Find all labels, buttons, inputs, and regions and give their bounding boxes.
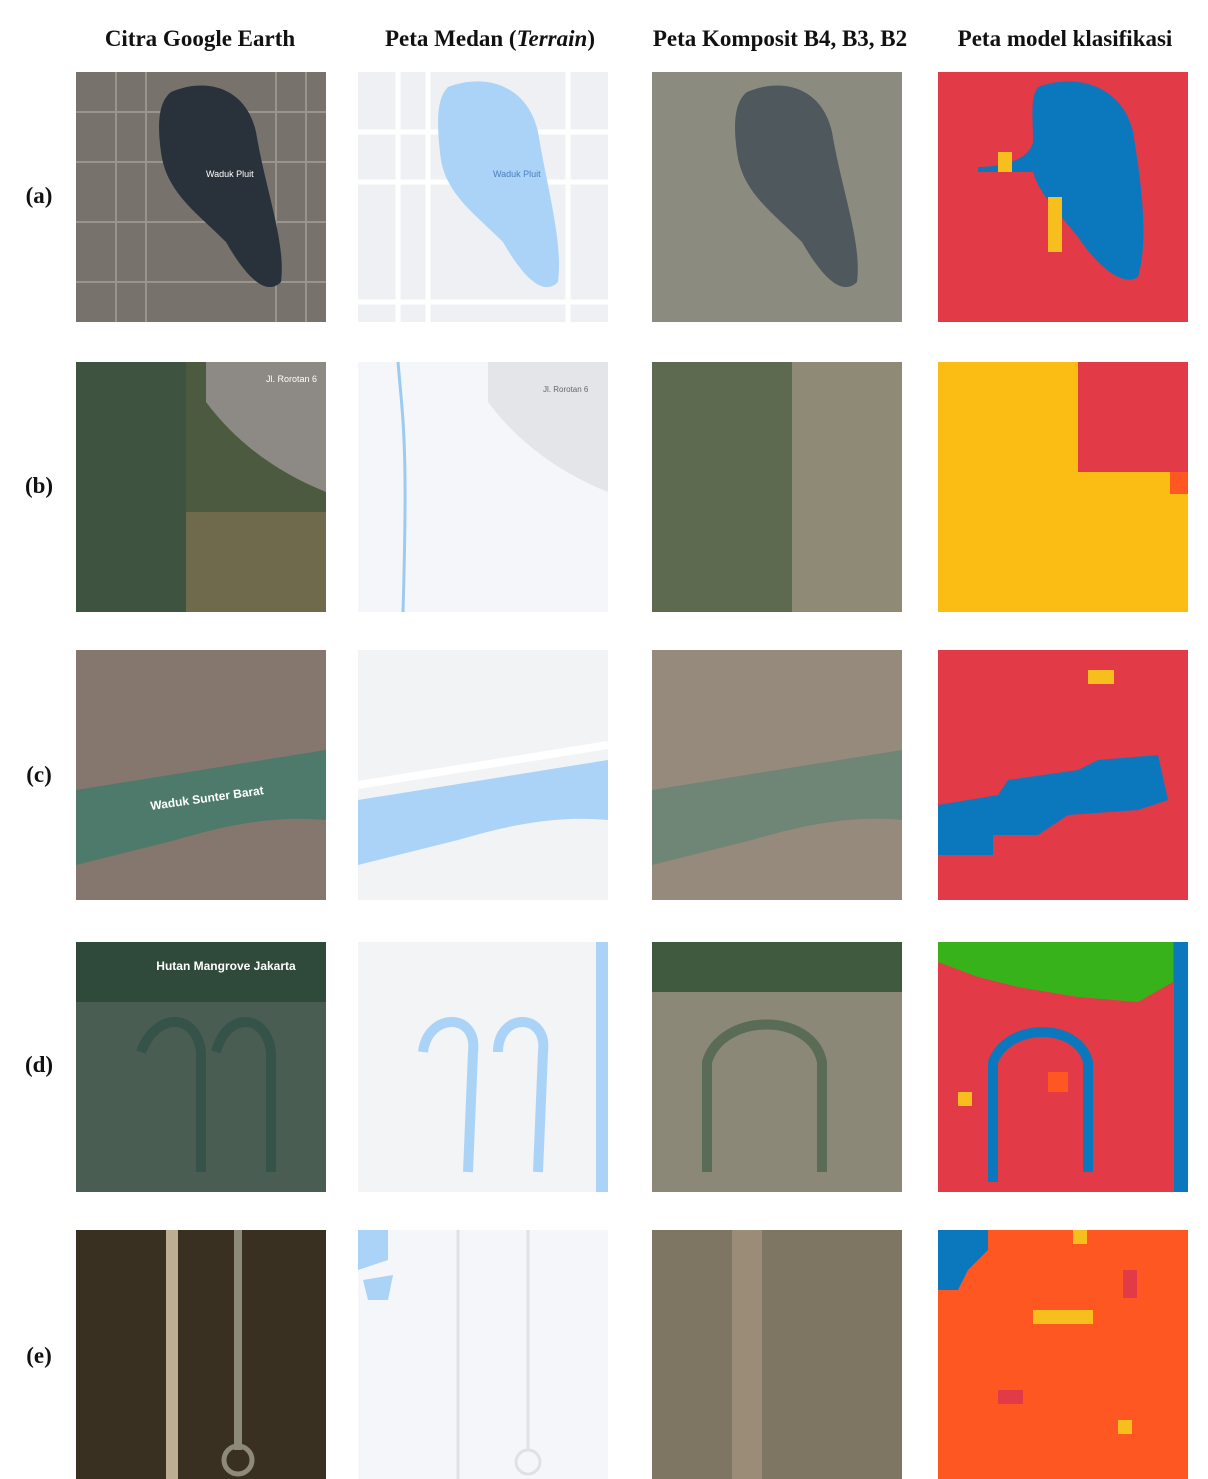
map-shape xyxy=(358,741,608,789)
map-shape xyxy=(978,81,1144,280)
map-shape xyxy=(234,1230,242,1450)
map-shape xyxy=(938,755,1168,855)
map-shape xyxy=(998,152,1012,172)
map-shape xyxy=(76,362,186,612)
map-shape xyxy=(938,1230,1188,1479)
map-shape xyxy=(186,512,326,612)
map-shape xyxy=(514,1448,542,1476)
row-label: (a) xyxy=(25,183,53,208)
map-shape xyxy=(76,942,326,1002)
satellite-image: Waduk Sunter Barat xyxy=(76,650,326,900)
map-shape xyxy=(652,1230,902,1479)
map-shape xyxy=(206,362,326,492)
map-shape xyxy=(988,1027,1093,1182)
map-label: Waduk Pluit xyxy=(493,169,541,179)
map-shape xyxy=(358,1230,393,1300)
map-shape xyxy=(1073,1230,1087,1244)
map-label: Jl. Rorotan 6 xyxy=(266,374,317,384)
row-label: (b) xyxy=(24,473,54,498)
row-label: (d) xyxy=(24,1052,54,1077)
map-shape xyxy=(488,362,608,492)
satellite-image xyxy=(76,1230,326,1479)
map-shape xyxy=(1088,670,1114,684)
map-shape xyxy=(221,1443,255,1477)
map-shape xyxy=(938,942,1173,1002)
map-shape xyxy=(166,1230,178,1479)
map-shape xyxy=(1048,1072,1068,1092)
classification-map xyxy=(938,942,1188,1192)
map-label: Hutan Mangrove Jakarta xyxy=(156,959,296,973)
map-shape xyxy=(358,942,608,1192)
map-shape xyxy=(1078,362,1188,472)
map-shape xyxy=(76,1230,326,1479)
map-shape xyxy=(938,1230,988,1290)
classification-map xyxy=(938,362,1188,612)
satellite-image: Hutan Mangrove Jakarta xyxy=(76,942,326,1192)
map-label: Waduk Pluit xyxy=(206,169,254,179)
classification-map xyxy=(938,650,1188,900)
column-header: Citra Google Earth xyxy=(104,26,296,51)
column-header: Peta model klasifikasi xyxy=(957,26,1173,51)
column-header: Peta Komposit B4, B3, B2 xyxy=(652,26,908,51)
row-label: (e) xyxy=(26,1343,52,1368)
composite-image xyxy=(652,650,902,900)
map-shape xyxy=(1118,1420,1132,1434)
map-shape xyxy=(76,750,326,865)
map-shape xyxy=(396,362,407,612)
map-shape xyxy=(1123,1270,1137,1298)
map-shape xyxy=(456,1230,530,1479)
map-shape xyxy=(1033,1310,1093,1324)
map-shape xyxy=(735,85,858,288)
map-shape xyxy=(418,1017,549,1173)
map-shape xyxy=(998,1390,1023,1404)
map-shape xyxy=(652,750,902,865)
satellite-image: Waduk Pluit xyxy=(76,72,326,322)
map-shape xyxy=(1048,197,1062,252)
terrain-map xyxy=(358,1230,608,1479)
map-shape xyxy=(792,362,902,612)
map-shape xyxy=(1170,472,1188,494)
map-shape xyxy=(732,1230,762,1479)
composite-image xyxy=(652,942,902,1192)
map-shape xyxy=(596,942,608,1192)
map-shape xyxy=(136,1017,276,1172)
terrain-map xyxy=(358,650,608,900)
map-shape xyxy=(438,81,559,288)
header-italic: Terrain xyxy=(516,26,588,51)
map-shape xyxy=(702,1019,827,1172)
terrain-map xyxy=(358,942,608,1192)
satellite-image: Jl. Rorotan 6 xyxy=(76,362,326,612)
map-shape xyxy=(652,942,902,992)
map-shape xyxy=(358,760,608,865)
map-shape xyxy=(159,85,282,288)
map-shape xyxy=(358,1230,608,1479)
terrain-map: Waduk Pluit xyxy=(358,72,608,322)
map-label: Jl. Rorotan 6 xyxy=(543,385,589,394)
map-shape xyxy=(1174,942,1188,1192)
classification-map xyxy=(938,1230,1188,1479)
composite-image xyxy=(652,1230,902,1479)
row-label: (c) xyxy=(26,762,52,787)
terrain-map: Jl. Rorotan 6 xyxy=(358,362,608,612)
composite-image xyxy=(652,72,902,322)
map-shape xyxy=(958,1092,972,1106)
header-text: ) xyxy=(587,26,595,51)
classification-map xyxy=(938,72,1188,322)
header-text: Peta Medan ( xyxy=(385,26,517,51)
composite-image xyxy=(652,362,902,612)
column-header: Peta Medan (Terrain) xyxy=(340,26,640,52)
